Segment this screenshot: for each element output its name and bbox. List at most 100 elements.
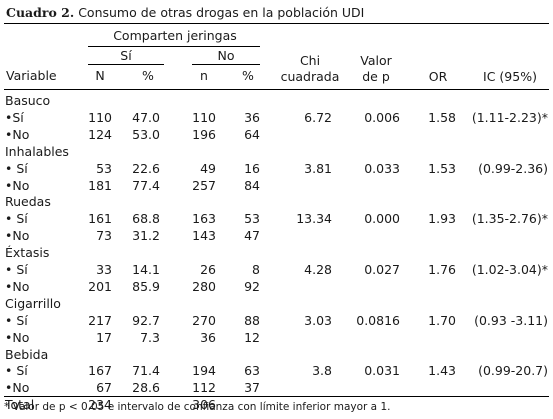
- cell-ic: (0.93 -3.11): [474, 312, 548, 328]
- cell-variable: •No: [5, 177, 30, 193]
- cell-N: 124: [88, 126, 112, 142]
- cell-variable: •No: [5, 329, 30, 345]
- cell-variable: •Sí: [5, 109, 24, 125]
- cell-n: 112: [192, 380, 216, 396]
- cell-N: 181: [88, 177, 112, 193]
- caption-text: Consumo de otras drogas en la población …: [78, 5, 365, 20]
- header-chi-1: Chi: [299, 53, 321, 68]
- cell-pct-no: 63: [244, 363, 260, 379]
- cell-or: 1.43: [428, 363, 456, 379]
- header-chi-2: cuadrada: [280, 69, 340, 84]
- cell-pct-no: 16: [244, 160, 260, 176]
- cell-N: 217: [88, 312, 112, 328]
- header-ic: IC (95%): [483, 69, 537, 84]
- cell-p: 0.027: [364, 262, 400, 277]
- cell-variable: • Sí: [5, 160, 28, 176]
- cell-n: 26: [200, 262, 216, 277]
- header-pct-si: %: [142, 68, 154, 83]
- cell-pct-si: 68.8: [132, 211, 160, 227]
- footnote: * Valor de p < 0.05 e intervalo de confi…: [4, 401, 391, 413]
- cell-p: 0.006: [364, 109, 400, 125]
- cell-or: 1.76: [428, 262, 456, 277]
- cell-pct-no: 8: [252, 262, 260, 277]
- cell-pct-si: 22.6: [132, 160, 160, 176]
- cell-variable: Éxtasis: [5, 245, 50, 261]
- header-no: No: [217, 48, 235, 63]
- cell-pct-no: 53: [244, 211, 260, 227]
- cell-or: 1.93: [428, 211, 456, 227]
- no-underline: [192, 64, 260, 65]
- header-variable: Variable: [6, 68, 57, 83]
- cell-chi: 13.34: [296, 211, 332, 227]
- cell-pct-si: 85.9: [132, 278, 160, 294]
- cell-chi: 3.03: [304, 312, 332, 328]
- cell-N: 67: [96, 380, 112, 396]
- cell-p: 0.033: [364, 160, 400, 176]
- cell-N: 167: [88, 363, 112, 379]
- cell-variable: Ruedas: [5, 194, 51, 210]
- cell-n: 196: [192, 126, 216, 142]
- cell-n: 280: [192, 278, 216, 294]
- cell-n: 49: [200, 160, 216, 176]
- cell-p: 0.0816: [356, 312, 400, 328]
- cell-or: 1.58: [428, 109, 456, 125]
- cell-ic: (1.11-2.23)*: [471, 109, 548, 125]
- header-valor-1: Valor: [360, 53, 392, 68]
- cell-p: 0.000: [364, 211, 400, 227]
- cell-pct-no: 92: [244, 278, 260, 294]
- cell-variable: • Sí: [5, 211, 28, 227]
- cell-N: 161: [88, 211, 112, 227]
- cell-pct-si: 92.7: [132, 312, 160, 328]
- header-pct-no: %: [242, 68, 254, 83]
- header-n: n: [200, 68, 208, 83]
- header-or: OR: [428, 69, 448, 84]
- cell-N: 53: [96, 160, 112, 176]
- cell-N: 201: [88, 278, 112, 294]
- header-group: Comparten jeringas: [113, 28, 237, 43]
- cell-pct-si: 28.6: [132, 380, 160, 396]
- cell-N: 110: [88, 109, 112, 125]
- cell-pct-si: 7.3: [140, 329, 160, 345]
- top-rule: [4, 23, 549, 24]
- cell-pct-no: 47: [244, 228, 260, 244]
- cell-variable: •No: [5, 278, 30, 294]
- cell-pct-no: 88: [244, 312, 260, 328]
- cell-variable: • Sí: [5, 262, 28, 277]
- group-underline: [88, 46, 260, 47]
- cell-pct-no: 12: [244, 329, 260, 345]
- cell-pct-no: 36: [244, 109, 260, 125]
- cell-variable: Bebida: [5, 346, 49, 362]
- cell-n: 163: [192, 211, 216, 227]
- cell-ic: (0.99-2.36): [478, 160, 548, 176]
- cell-variable: •No: [5, 228, 30, 244]
- cell-variable: Cigarrillo: [5, 295, 61, 311]
- cell-pct-si: 71.4: [132, 363, 160, 379]
- cell-variable: • Sí: [5, 312, 28, 328]
- cell-variable: •No: [5, 380, 30, 396]
- header-valor-2: de p: [362, 69, 390, 84]
- table-caption: Cuadro 2. Consumo de otras drogas en la …: [6, 5, 364, 20]
- cell-variable: • Sí: [5, 363, 28, 379]
- cell-ic: (0.99-20.7): [478, 363, 548, 379]
- header-si: Sí: [120, 48, 132, 63]
- cell-n: 257: [192, 177, 216, 193]
- cell-pct-no: 84: [244, 177, 260, 193]
- si-underline: [88, 64, 164, 65]
- cell-N: 33: [96, 262, 112, 277]
- header-rule: [4, 89, 549, 90]
- cell-pct-no: 64: [244, 126, 260, 142]
- cell-ic: (1.35-2.76)*: [471, 211, 548, 227]
- cell-N: 73: [96, 228, 112, 244]
- cell-ic: (1.02-3.04)*: [471, 262, 548, 277]
- cell-variable: •No: [5, 126, 30, 142]
- caption-label: Cuadro 2.: [6, 5, 75, 20]
- cell-n: 143: [192, 228, 216, 244]
- cell-n: 270: [192, 312, 216, 328]
- cell-variable: Basuco: [5, 93, 51, 108]
- cell-n: 194: [192, 363, 216, 379]
- cell-pct-si: 47.0: [132, 109, 160, 125]
- cell-pct-no: 37: [244, 380, 260, 396]
- header-N: N: [95, 68, 105, 83]
- cell-pct-si: 53.0: [132, 126, 160, 142]
- cell-or: 1.53: [428, 160, 456, 176]
